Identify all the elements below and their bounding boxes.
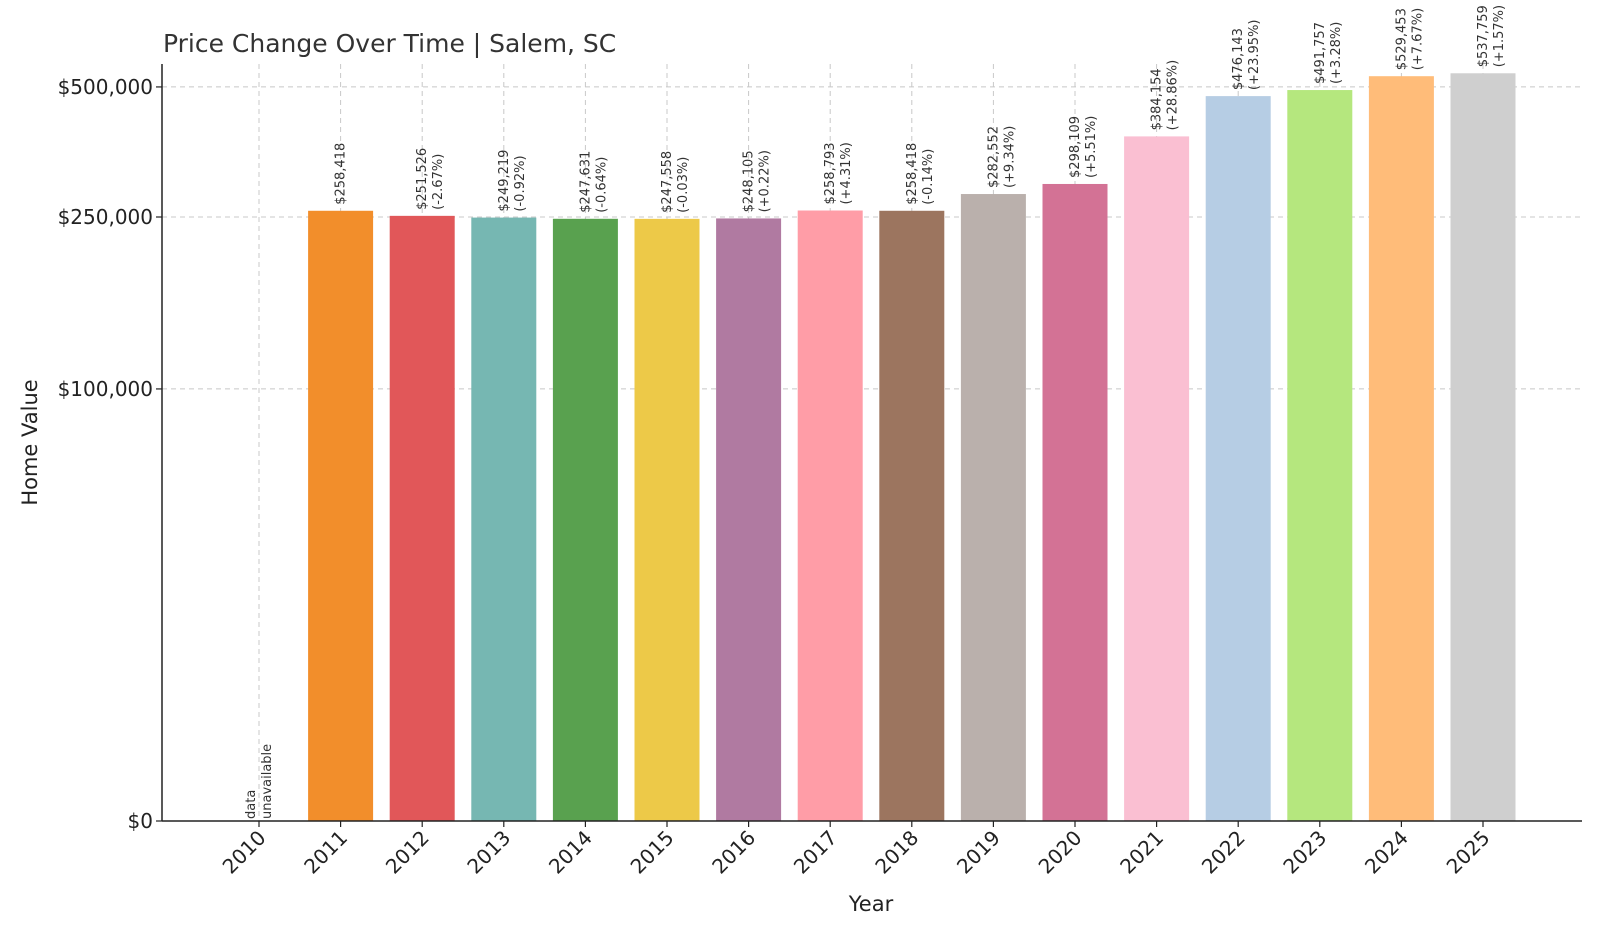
- value-label: $248,105: [742, 150, 757, 212]
- bar-label-2021: $384,154(+28.86%): [1150, 60, 1181, 131]
- change-label: (+9.34%): [1002, 126, 1017, 188]
- x-tick-label-2017: 2017: [789, 826, 842, 879]
- value-label: $249,219: [497, 150, 512, 212]
- bar-2016: [716, 218, 782, 822]
- x-tick-label-2015: 2015: [626, 826, 679, 879]
- bar-2014: [552, 218, 618, 822]
- value-label: $247,631: [578, 151, 593, 213]
- y-axis-ticks: $0 $100,000 $250,000 $500,000: [58, 75, 162, 833]
- unavailable-line: unavailable: [260, 744, 275, 819]
- bar-2012: [389, 215, 455, 821]
- bar-2013: [471, 217, 537, 822]
- change-label: (+7.67%): [1410, 8, 1425, 70]
- bar-2015: [634, 218, 700, 821]
- x-tick-label-2021: 2021: [1115, 826, 1168, 879]
- change-label: (-0.14%): [921, 149, 936, 205]
- bar-label-2013: $249,219(-0.92%): [497, 150, 528, 212]
- change-label: (+3.28%): [1329, 22, 1344, 84]
- bar-label-2017: $258,793(+4.31%): [823, 142, 854, 204]
- bars: [308, 73, 1516, 822]
- value-label: $491,757: [1313, 22, 1328, 84]
- x-tick-label-2024: 2024: [1360, 826, 1413, 879]
- value-label: $282,552: [986, 126, 1001, 188]
- x-tick-label-2013: 2013: [462, 826, 515, 879]
- change-label: (-0.03%): [676, 157, 691, 213]
- x-axis-ticks: 2010 2011 2012 2013 2014 2015 2016 2017 2018 2019…: [218, 821, 1495, 879]
- bar-2011: [308, 210, 374, 821]
- x-tick-label-2011: 2011: [299, 826, 352, 879]
- bar-2017: [797, 210, 863, 821]
- bar-label-2018: $258,418(-0.14%): [905, 143, 936, 205]
- value-label: $247,558: [660, 151, 675, 213]
- x-tick-label-2016: 2016: [707, 826, 760, 879]
- bar-label-2019: $282,552(+9.34%): [986, 126, 1017, 188]
- change-label: (+23.95%): [1247, 19, 1262, 90]
- bar-2022: [1205, 96, 1271, 822]
- x-tick-label-2022: 2022: [1197, 826, 1250, 879]
- bar-label-2024: $529,453(+7.67%): [1394, 8, 1425, 70]
- value-label: $476,143: [1231, 28, 1246, 90]
- y-tick-label: $250,000: [58, 205, 153, 229]
- change-label: (+0.22%): [758, 150, 773, 212]
- value-label: $258,418: [905, 143, 920, 205]
- change-label: (-0.92%): [513, 155, 528, 211]
- bar-2025: [1450, 73, 1516, 821]
- value-label: $258,793: [823, 142, 838, 204]
- change-label: (+1.57%): [1492, 5, 1507, 67]
- change-label: (+5.51%): [1084, 116, 1099, 178]
- x-tick-label-2018: 2018: [870, 826, 923, 879]
- bar-2021: [1124, 136, 1190, 821]
- x-tick-label-2014: 2014: [544, 826, 597, 879]
- bar-2020: [1042, 183, 1108, 821]
- x-tick-label-2025: 2025: [1442, 826, 1495, 879]
- y-tick-label: $500,000: [58, 75, 153, 99]
- bar-2024: [1368, 76, 1434, 821]
- bar-2019: [960, 194, 1026, 821]
- bar-2018: [879, 210, 945, 821]
- x-tick-label-2020: 2020: [1034, 826, 1087, 879]
- y-tick-label: $100,000: [58, 377, 153, 401]
- value-label: $384,154: [1150, 68, 1165, 130]
- x-tick-label-2019: 2019: [952, 826, 1005, 879]
- value-label: $258,418: [334, 143, 349, 205]
- bar-label-2012: $251,526(-2.67%): [415, 148, 446, 210]
- bar-label-2022: $476,143(+23.95%): [1231, 19, 1262, 90]
- unavailable-line: data: [244, 790, 259, 819]
- y-tick-label: $0: [128, 809, 153, 833]
- data-unavailable-label: dataunavailable: [244, 744, 275, 819]
- change-label: (+28.86%): [1166, 60, 1181, 131]
- change-label: (+4.31%): [839, 142, 854, 204]
- bar-label-2016: $248,105(+0.22%): [742, 150, 773, 212]
- x-axis-label: Year: [848, 892, 894, 916]
- x-tick-label-2010: 2010: [218, 826, 271, 879]
- chart-title: Price Change Over Time | Salem, SC: [163, 29, 616, 58]
- value-label: $529,453: [1394, 8, 1409, 70]
- bar-label-2011: $258,418: [334, 143, 349, 205]
- bar-2023: [1287, 90, 1353, 821]
- bar-label-2014: $247,631(-0.64%): [578, 151, 609, 213]
- x-tick-label-2012: 2012: [381, 826, 434, 879]
- change-label: (-0.64%): [594, 157, 609, 213]
- bar-label-2020: $298,109(+5.51%): [1068, 116, 1099, 178]
- change-label: (-2.67%): [431, 154, 446, 210]
- value-label: $537,759: [1476, 5, 1491, 67]
- bar-label-2015: $247,558(-0.03%): [660, 151, 691, 213]
- x-tick-label-2023: 2023: [1278, 826, 1331, 879]
- bar-label-2025: $537,759(+1.57%): [1476, 5, 1507, 67]
- bar-labels: dataunavailable$258,418 $251,526(-2.67%) $…: [244, 5, 1507, 819]
- value-label: $298,109: [1068, 116, 1083, 178]
- value-label: $251,526: [415, 148, 430, 210]
- bar-label-2023: $491,757(+3.28%): [1313, 22, 1344, 84]
- y-axis-label: Home Value: [18, 379, 42, 505]
